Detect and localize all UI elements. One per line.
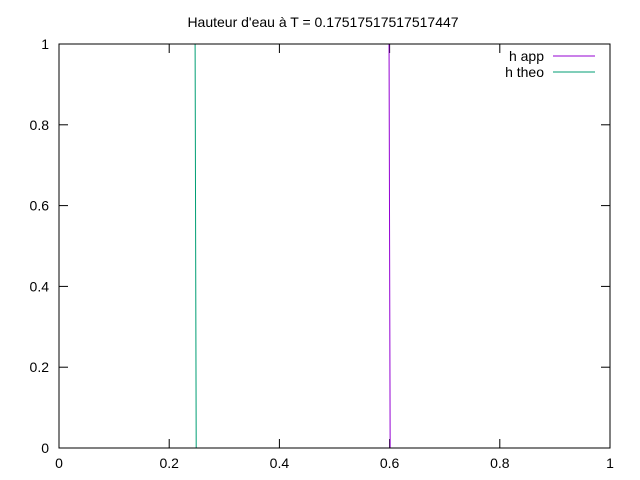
x-tick-label: 0.6 <box>380 455 400 471</box>
y-tick-label: 0.2 <box>30 359 50 375</box>
plot-series <box>194 43 391 449</box>
axis-ticks: 0 0.2 0.4 0.6 0.8 1 0 0.2 0.4 0.6 0.8 1 <box>30 36 615 471</box>
y-tick-label: 0 <box>41 440 49 456</box>
x-tick-label: 0.8 <box>490 455 510 471</box>
x-tick-label: 0.2 <box>159 455 179 471</box>
x-tick-label: 0.4 <box>270 455 290 471</box>
y-tick-label: 1 <box>41 36 49 52</box>
y-tick-label: 0.8 <box>30 117 50 133</box>
plot-frame <box>58 43 611 449</box>
legend-label: h theo <box>505 64 544 80</box>
legend-label: h app <box>509 48 544 64</box>
x-tick-label: 1 <box>606 455 614 471</box>
series-line-h-theo <box>194 43 197 449</box>
chart-title: Hauteur d'eau à T = 0.17517517517517447 <box>187 14 458 30</box>
series-line-h-app <box>388 43 391 449</box>
x-tick-label: 0 <box>55 455 63 471</box>
y-tick-label: 0.6 <box>30 198 50 214</box>
y-tick-label: 0.4 <box>30 278 50 294</box>
